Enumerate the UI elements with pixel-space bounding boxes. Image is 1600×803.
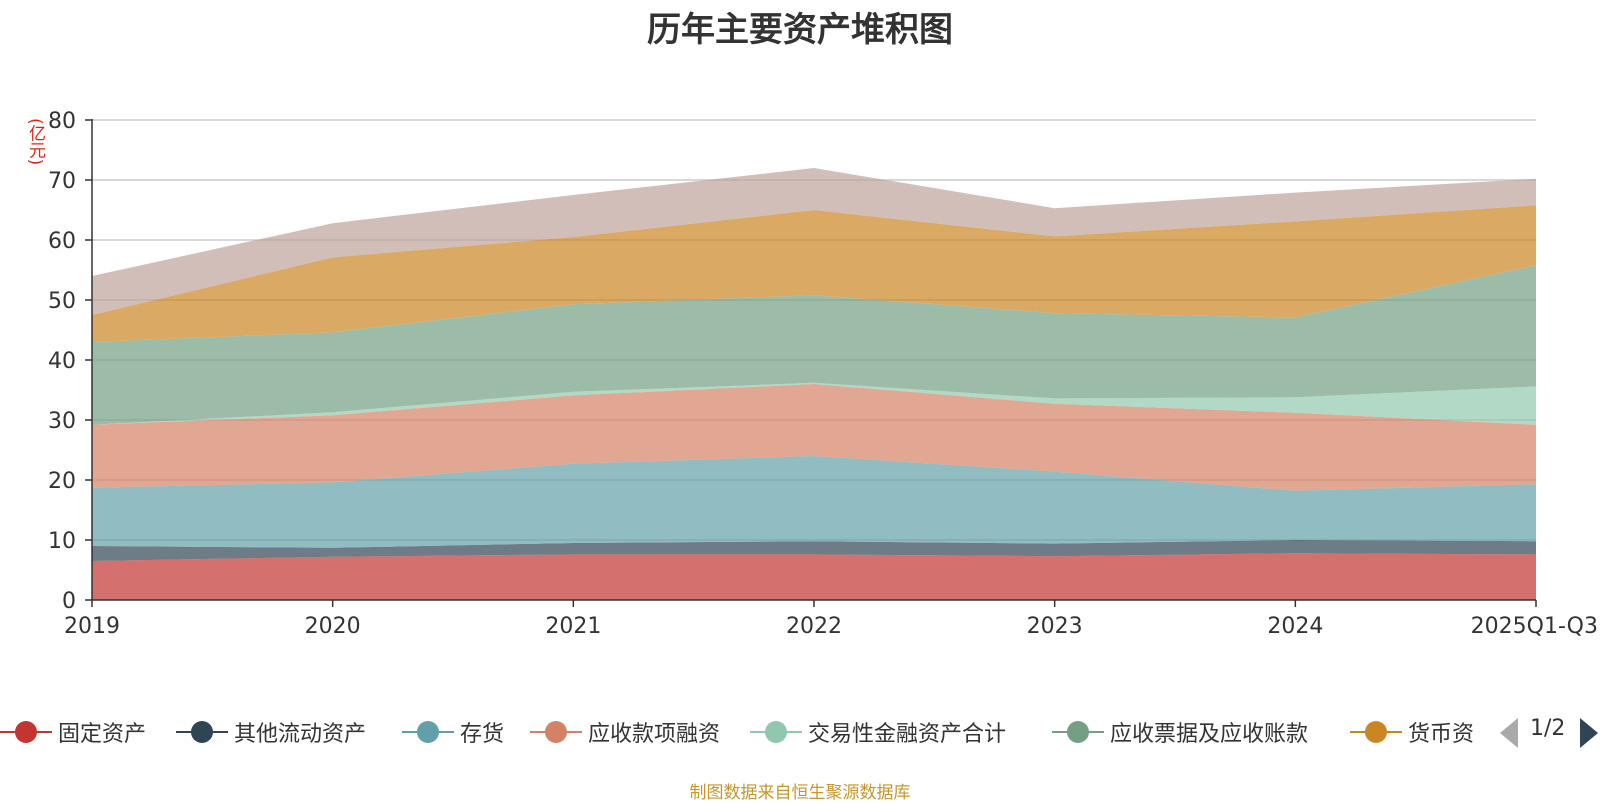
- area-series: [92, 382, 1536, 425]
- data-source-note: 制图数据来自恒生聚源数据库: [689, 783, 911, 803]
- y-tick-label: 0: [62, 589, 76, 614]
- legend-next-page-icon[interactable]: [1580, 718, 1598, 748]
- x-tick-label: 2025Q1-Q3: [1471, 614, 1598, 639]
- legend-marker-icon: [750, 712, 802, 752]
- x-tick-label: 2020: [305, 614, 361, 639]
- legend-item[interactable]: 固定资产: [0, 712, 146, 752]
- legend-marker-icon: [1052, 712, 1104, 752]
- y-axis-unit-label: (亿元): [25, 118, 45, 166]
- chart-title: 历年主要资产堆积图: [647, 10, 953, 50]
- legend-page-indicator: 1/2: [1530, 716, 1566, 741]
- legend-label: 固定资产: [58, 722, 147, 747]
- area-series: [92, 384, 1536, 491]
- legend-label: 交易性金融资产合计: [808, 722, 1007, 747]
- area-series: [92, 205, 1536, 342]
- legend-marker-icon: [0, 712, 52, 752]
- x-tick-label: 2023: [1027, 614, 1083, 639]
- legend-marker-icon: [402, 712, 454, 752]
- tick-labels: 0 10 20 30 40 50 60 70 80 2019 2020 2021 2022 2023 202…: [48, 109, 1598, 639]
- legend-label: 应收款项融资: [588, 722, 721, 747]
- area-series: [92, 265, 1536, 425]
- legend-item[interactable]: 存货: [402, 712, 504, 752]
- legend-label: 应收票据及应收账款: [1110, 722, 1309, 747]
- legend-prev-page-icon[interactable]: [1500, 718, 1518, 748]
- legend-item[interactable]: 其他流动资产: [176, 712, 366, 752]
- area-series: [92, 456, 1536, 548]
- y-tick-label: 10: [48, 529, 76, 554]
- legend-label: 其他流动资产: [234, 722, 367, 747]
- legend: 固定资产 其他流动资产 存货 应收款项融资 交易性金融资产合计 应收票据及应收账…: [0, 712, 1600, 752]
- x-tick-label: 2022: [786, 614, 842, 639]
- y-tick-label: 20: [48, 469, 76, 494]
- area-series: [92, 168, 1536, 315]
- area-series: [92, 540, 1536, 561]
- stacked-areas: [92, 168, 1536, 600]
- legend-marker-icon: [1350, 712, 1402, 752]
- legend-marker-icon: [530, 712, 582, 752]
- y-tick-label: 80: [48, 109, 76, 134]
- legend-item[interactable]: 交易性金融资产合计: [750, 712, 1006, 752]
- axes: [85, 119, 1537, 607]
- x-tick-label: 2019: [64, 614, 120, 639]
- y-tick-label: 70: [48, 169, 76, 194]
- area-series: [92, 553, 1536, 600]
- y-tick-label: 60: [48, 229, 76, 254]
- x-tick-label: 2024: [1267, 614, 1323, 639]
- legend-item[interactable]: 应收票据及应收账款: [1052, 712, 1308, 752]
- y-tick-label: 30: [48, 409, 76, 434]
- x-tick-label: 2021: [545, 614, 601, 639]
- legend-label: 存货: [460, 722, 505, 747]
- legend-item[interactable]: 货币资: [1350, 712, 1474, 752]
- legend-label: 货币资: [1408, 722, 1475, 747]
- y-tick-label: 40: [48, 349, 76, 374]
- legend-item[interactable]: 应收款项融资: [530, 712, 720, 752]
- y-tick-label: 50: [48, 289, 76, 314]
- legend-marker-icon: [176, 712, 228, 752]
